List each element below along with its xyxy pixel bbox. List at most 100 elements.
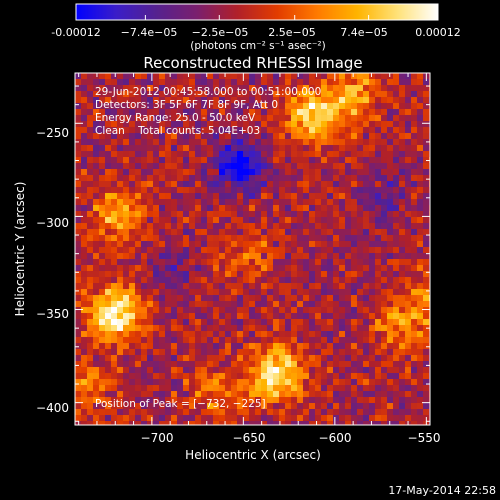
heatmap-cell bbox=[249, 187, 256, 194]
heatmap-cell bbox=[201, 247, 208, 254]
heatmap-cell bbox=[111, 223, 118, 230]
heatmap-cell bbox=[183, 241, 190, 248]
heatmap-cell bbox=[129, 355, 136, 362]
heatmap-cell bbox=[423, 409, 430, 416]
heatmap-cell bbox=[423, 343, 430, 350]
heatmap-cell bbox=[327, 331, 334, 338]
heatmap-cell bbox=[411, 289, 418, 296]
heatmap-cell bbox=[417, 259, 424, 266]
heatmap-cell bbox=[315, 247, 322, 254]
heatmap-cell bbox=[393, 397, 400, 404]
heatmap-cell bbox=[231, 199, 238, 206]
heatmap-cell bbox=[99, 145, 106, 152]
heatmap-cell bbox=[201, 307, 208, 314]
heatmap-cell bbox=[249, 109, 256, 116]
heatmap-cell bbox=[123, 175, 130, 182]
heatmap-cell bbox=[375, 283, 382, 290]
heatmap-cell bbox=[255, 271, 262, 278]
heatmap-cell bbox=[297, 367, 304, 374]
heatmap-cell bbox=[141, 379, 148, 386]
heatmap-cell bbox=[87, 397, 94, 404]
heatmap-cell bbox=[213, 175, 220, 182]
heatmap-cell bbox=[255, 211, 262, 218]
heatmap-cell bbox=[417, 349, 424, 356]
heatmap-cell bbox=[291, 307, 298, 314]
heatmap-cell bbox=[111, 151, 118, 158]
heatmap-cell bbox=[315, 319, 322, 326]
heatmap-cell bbox=[273, 85, 280, 92]
heatmap-cell bbox=[327, 277, 334, 284]
heatmap-cell bbox=[273, 205, 280, 212]
heatmap-cell bbox=[129, 409, 136, 416]
heatmap-cell bbox=[261, 415, 268, 422]
heatmap-cell bbox=[303, 409, 310, 416]
heatmap-cell bbox=[81, 205, 88, 212]
heatmap-cell bbox=[327, 283, 334, 290]
heatmap-cell bbox=[405, 283, 412, 290]
heatmap-cell bbox=[183, 211, 190, 218]
heatmap-cell bbox=[309, 127, 316, 134]
heatmap-cell bbox=[303, 301, 310, 308]
heatmap-cell bbox=[183, 127, 190, 134]
heatmap-cell bbox=[267, 109, 274, 116]
heatmap-cell bbox=[231, 85, 238, 92]
heatmap-cell bbox=[123, 295, 130, 302]
heatmap-cell bbox=[363, 229, 370, 236]
heatmap-cell bbox=[267, 103, 274, 110]
heatmap-cell bbox=[249, 145, 256, 152]
heatmap-cell bbox=[417, 415, 424, 422]
heatmap-cell bbox=[75, 187, 82, 194]
heatmap-cell bbox=[303, 373, 310, 380]
heatmap-cell bbox=[339, 355, 346, 362]
heatmap-cell bbox=[75, 163, 82, 170]
heatmap-cell bbox=[279, 391, 286, 398]
heatmap-cell bbox=[297, 175, 304, 182]
heatmap-cell bbox=[105, 409, 112, 416]
heatmap-cell bbox=[309, 331, 316, 338]
heatmap-cell bbox=[321, 397, 328, 404]
heatmap-cell bbox=[177, 295, 184, 302]
heatmap-cell bbox=[369, 397, 376, 404]
heatmap-cell bbox=[411, 163, 418, 170]
heatmap-cell bbox=[327, 223, 334, 230]
heatmap-cell bbox=[183, 259, 190, 266]
heatmap-cell bbox=[243, 181, 250, 188]
heatmap-cell bbox=[387, 265, 394, 272]
heatmap-cell bbox=[279, 91, 286, 98]
heatmap-cell bbox=[333, 403, 340, 410]
heatmap-cell bbox=[129, 187, 136, 194]
heatmap-cell bbox=[81, 385, 88, 392]
heatmap-cell bbox=[399, 331, 406, 338]
heatmap-cell bbox=[261, 139, 268, 146]
heatmap-cell bbox=[345, 265, 352, 272]
heatmap-cell bbox=[327, 211, 334, 218]
heatmap-cell bbox=[129, 307, 136, 314]
heatmap-cell bbox=[249, 271, 256, 278]
heatmap-cell bbox=[171, 253, 178, 260]
heatmap-cell bbox=[207, 169, 214, 176]
heatmap-cell bbox=[213, 307, 220, 314]
heatmap-cell bbox=[399, 97, 406, 104]
heatmap-cell bbox=[321, 295, 328, 302]
heatmap-cell bbox=[159, 361, 166, 368]
heatmap-cell bbox=[207, 145, 214, 152]
heatmap-cell bbox=[387, 193, 394, 200]
heatmap-cell bbox=[243, 313, 250, 320]
heatmap-cell bbox=[273, 355, 280, 362]
heatmap-cell bbox=[315, 235, 322, 242]
heatmap-cell bbox=[75, 211, 82, 218]
heatmap-cell bbox=[117, 211, 124, 218]
heatmap-cell bbox=[333, 223, 340, 230]
heatmap-cell bbox=[309, 85, 316, 92]
heatmap-cell bbox=[285, 235, 292, 242]
heatmap-cell bbox=[339, 121, 346, 128]
heatmap-cell bbox=[399, 301, 406, 308]
heatmap-cell bbox=[405, 193, 412, 200]
heatmap-cell bbox=[111, 229, 118, 236]
heatmap-cell bbox=[201, 229, 208, 236]
heatmap-cell bbox=[423, 211, 430, 218]
heatmap-cell bbox=[201, 163, 208, 170]
heatmap-cell bbox=[285, 295, 292, 302]
heatmap-cell bbox=[399, 385, 406, 392]
heatmap-cell bbox=[99, 355, 106, 362]
